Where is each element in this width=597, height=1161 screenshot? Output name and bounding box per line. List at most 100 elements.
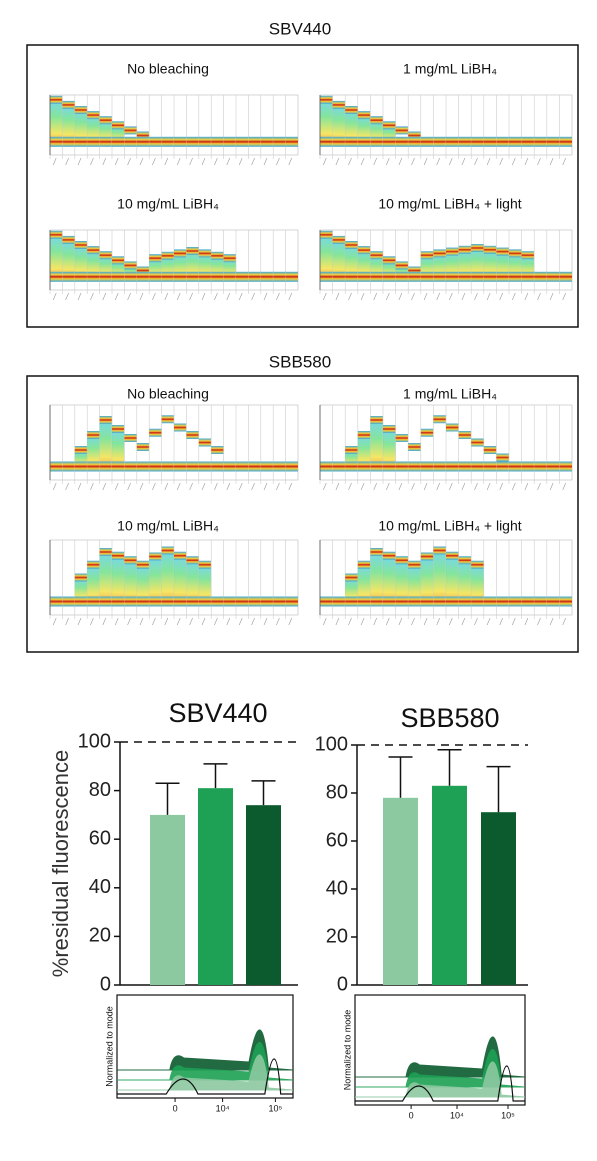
channel-tick [323, 157, 327, 166]
baseline-band [471, 461, 484, 472]
baseline-band [357, 136, 371, 147]
channel-tick [436, 157, 440, 166]
channel-tick [524, 482, 529, 491]
baseline-band [99, 596, 112, 607]
channel-tick [537, 292, 541, 301]
channel-tick [139, 617, 144, 626]
channel-tick [238, 482, 243, 491]
channel-tick [214, 292, 218, 301]
channel-tick [176, 482, 181, 491]
channel-tick [499, 482, 503, 491]
baseline-band [483, 271, 497, 282]
channel-tick [373, 157, 377, 166]
baseline-band [136, 271, 150, 282]
histogram-tick-label: 10⁵ [269, 1103, 283, 1113]
channel-tick [436, 292, 440, 301]
signal-spread [99, 120, 112, 142]
signal-spread [357, 564, 371, 602]
channel-tick [276, 157, 280, 166]
channel-tick [226, 482, 231, 491]
signal-spread [458, 249, 472, 277]
histogram-tick-label: 0 [409, 1110, 414, 1120]
signal-spread [471, 564, 484, 602]
channel-tick [176, 157, 181, 166]
signal-band [383, 256, 396, 265]
channel-tick [226, 617, 231, 626]
channel-tick [164, 617, 169, 626]
baseline-band [446, 271, 459, 282]
channel-tick [373, 617, 377, 626]
signal-band [149, 254, 162, 263]
baseline-band [87, 596, 100, 607]
channel-tick [373, 482, 377, 491]
channel-tick [127, 292, 131, 301]
signal-spread [87, 115, 100, 142]
signal-spread [87, 564, 100, 602]
histogram-tick-label: 0 [173, 1103, 178, 1113]
signal-band [471, 560, 484, 569]
baseline-band [446, 461, 459, 472]
signal-band [357, 560, 371, 569]
baseline-band [521, 136, 535, 147]
signal-spread [99, 420, 112, 467]
baseline-band [559, 596, 572, 607]
baseline-band [260, 461, 274, 472]
spectral-panel [319, 94, 573, 166]
signal-band [395, 261, 409, 270]
figure-title: SBV440 [269, 19, 331, 38]
signal-spread [370, 255, 383, 277]
signal-spread [420, 556, 434, 602]
channel-tick [288, 157, 293, 166]
channel-tick [335, 292, 340, 301]
signal-spread [357, 250, 371, 277]
channel-tick [562, 157, 566, 166]
signal-band [136, 443, 150, 451]
signal-band [521, 251, 535, 260]
channel-tick [499, 292, 503, 301]
panel-title: 10 mg/mL LiBH₄ + light [378, 518, 521, 534]
signal-spread [496, 251, 509, 277]
histogram-curve [117, 1054, 294, 1091]
baseline-band [99, 136, 112, 147]
baseline-band [87, 271, 100, 282]
baseline-band [483, 461, 497, 472]
channel-tick [323, 482, 327, 491]
baseline-band [161, 271, 174, 282]
channel-tick [251, 617, 255, 626]
signal-spread [471, 248, 484, 277]
baseline-band [99, 271, 112, 282]
signal-band [161, 251, 174, 260]
baseline-band [248, 271, 261, 282]
signal-band [395, 556, 409, 565]
baseline-band [383, 136, 396, 147]
baseline-band [285, 596, 298, 607]
channel-tick [102, 617, 107, 626]
baseline-band [496, 271, 509, 282]
error-bar [437, 749, 462, 786]
figure-box [26, 44, 579, 328]
channel-tick [288, 482, 293, 491]
signal-spread [74, 577, 88, 602]
baseline-band [395, 596, 409, 607]
channel-tick [176, 617, 181, 626]
signal-spread [446, 555, 459, 602]
channel-tick [360, 157, 365, 166]
channel-tick [335, 157, 340, 166]
signal-band [99, 548, 112, 556]
baseline-band [345, 461, 358, 472]
panel-title: No bleaching [127, 61, 209, 77]
signal-spread [74, 245, 88, 277]
signal-spread [320, 99, 333, 142]
signal-band [50, 230, 63, 239]
signal-spread [408, 564, 421, 602]
channel-tick [251, 157, 255, 166]
channel-tick [524, 292, 529, 301]
signal-band [383, 551, 396, 560]
baseline-band [136, 461, 150, 472]
baseline-band [112, 136, 125, 147]
channel-tick [512, 292, 516, 301]
signal-spread [124, 560, 137, 602]
channel-tick [52, 482, 57, 491]
signal-band [62, 235, 75, 244]
baseline-band [345, 596, 358, 607]
